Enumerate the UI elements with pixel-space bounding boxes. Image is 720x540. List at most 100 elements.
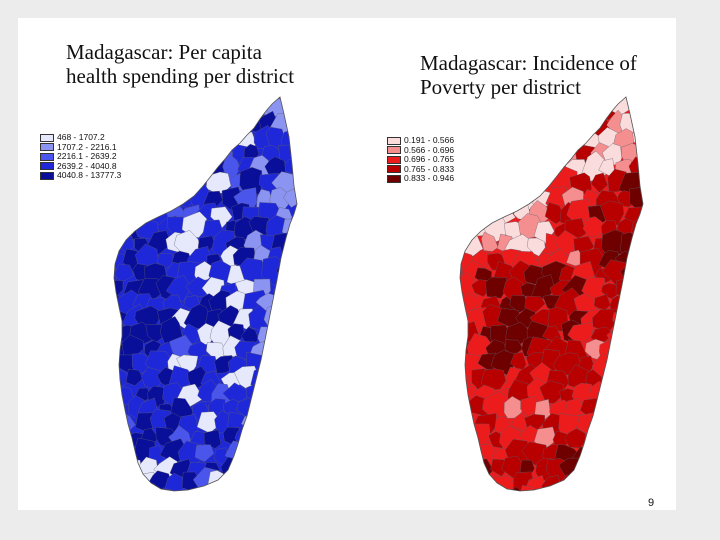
district-shape (509, 99, 541, 121)
district-shape (616, 439, 643, 468)
district-shape (608, 336, 635, 365)
district-shape (480, 368, 506, 391)
right-map-legend: 0.191 - 0.566 0.566 - 0.696 0.696 - 0.76… (387, 135, 455, 184)
district-shape (460, 187, 477, 214)
district-shape (460, 461, 477, 485)
district-shape (629, 251, 643, 272)
district-shape (611, 492, 633, 509)
district-shape (616, 461, 635, 480)
legend-entry: 0.696 - 0.765 (387, 154, 454, 165)
district-shape (460, 485, 477, 491)
district-shape (460, 387, 471, 406)
legend-swatch (387, 174, 401, 183)
legend-entry: 2639.2 - 4040.8 (40, 161, 121, 172)
district-shape (501, 98, 526, 125)
district-shape (460, 142, 485, 165)
district-shape (460, 127, 476, 151)
district-shape (604, 400, 618, 421)
legend-label: 1707.2 - 2216.1 (57, 141, 117, 152)
district-shape (533, 126, 554, 150)
district-shape (508, 97, 532, 110)
district-shape (185, 276, 210, 298)
district-shape (480, 487, 508, 491)
district-shape (601, 443, 626, 472)
legend-swatch (387, 155, 401, 164)
district-shape (626, 428, 643, 451)
district-shape (628, 307, 643, 329)
legend-label: 2216.1 - 2639.2 (57, 151, 117, 161)
district-shape (621, 382, 643, 409)
district-shape (481, 231, 499, 252)
district-shape (460, 213, 475, 240)
district-shape (462, 97, 485, 107)
district-shape (577, 97, 606, 120)
district-shape (517, 156, 543, 181)
district-shape (485, 277, 508, 299)
legend-swatch (40, 162, 54, 171)
slide: Madagascar: Per capita health spending p… (18, 18, 676, 510)
district-shape (597, 430, 619, 453)
district-shape (524, 295, 546, 315)
district-shape (590, 172, 608, 193)
district-shape (460, 441, 470, 465)
district-shape (509, 295, 530, 313)
district-shape (589, 97, 613, 107)
district-shape (625, 475, 642, 491)
legend-entry: 2216.1 - 2639.2 (40, 151, 121, 162)
district-shape (460, 159, 474, 178)
district-shape (605, 380, 630, 405)
district-shape (499, 152, 526, 179)
district-shape (519, 126, 541, 147)
legend-entry: 0.191 - 0.566 (387, 135, 454, 146)
district-shape (568, 100, 590, 123)
legend-label: 0.566 - 0.696 (404, 144, 455, 155)
district-shape (527, 111, 546, 131)
district-shape (504, 190, 522, 213)
poverty-incidence-map (459, 96, 644, 510)
legend-swatch (40, 143, 54, 152)
district-shape (484, 161, 503, 182)
district-shape (205, 171, 232, 194)
district-shape (566, 493, 586, 510)
district-shape (623, 291, 643, 319)
legend-swatch (40, 152, 54, 161)
district-shape (510, 144, 533, 169)
district-shape (611, 395, 638, 419)
district-shape (587, 476, 614, 491)
district-shape (481, 185, 503, 212)
district-shape (628, 100, 643, 123)
district-shape (469, 490, 491, 491)
district-cells (460, 97, 643, 510)
district-shape (114, 263, 135, 283)
legend-swatch (387, 165, 401, 174)
district-shape (598, 453, 623, 478)
district-shape (628, 340, 643, 363)
district-shape (601, 229, 627, 256)
right-map-title: Madagascar: Incidence of Poverty per dis… (420, 51, 637, 99)
district-shape (478, 144, 502, 168)
district-shape (629, 400, 643, 420)
district-shape (609, 428, 635, 456)
district-shape (490, 175, 516, 195)
district-shape (528, 97, 558, 124)
district-shape (460, 199, 472, 226)
legend-entry: 0.833 - 0.946 (387, 173, 454, 184)
legend-entry: 468 - 1707.2 (40, 132, 121, 143)
legend-entry: 4040.8 - 13777.3 (40, 170, 122, 181)
district-shape (469, 158, 489, 179)
district-shape (239, 167, 263, 195)
district-shape (460, 320, 467, 346)
district-shape (165, 275, 192, 303)
district-shape (589, 440, 617, 466)
district-shape (460, 469, 466, 491)
district-shape (568, 109, 596, 134)
district-shape (194, 444, 215, 463)
legend-entry: 0.566 - 0.696 (387, 144, 455, 156)
district-shape (581, 487, 609, 491)
district-shape (573, 476, 596, 491)
legend-label: 4040.8 - 13777.3 (57, 170, 122, 180)
district-shape (610, 415, 627, 434)
district-shape (470, 184, 491, 211)
district-shape (551, 97, 576, 118)
district-shape (535, 97, 564, 107)
